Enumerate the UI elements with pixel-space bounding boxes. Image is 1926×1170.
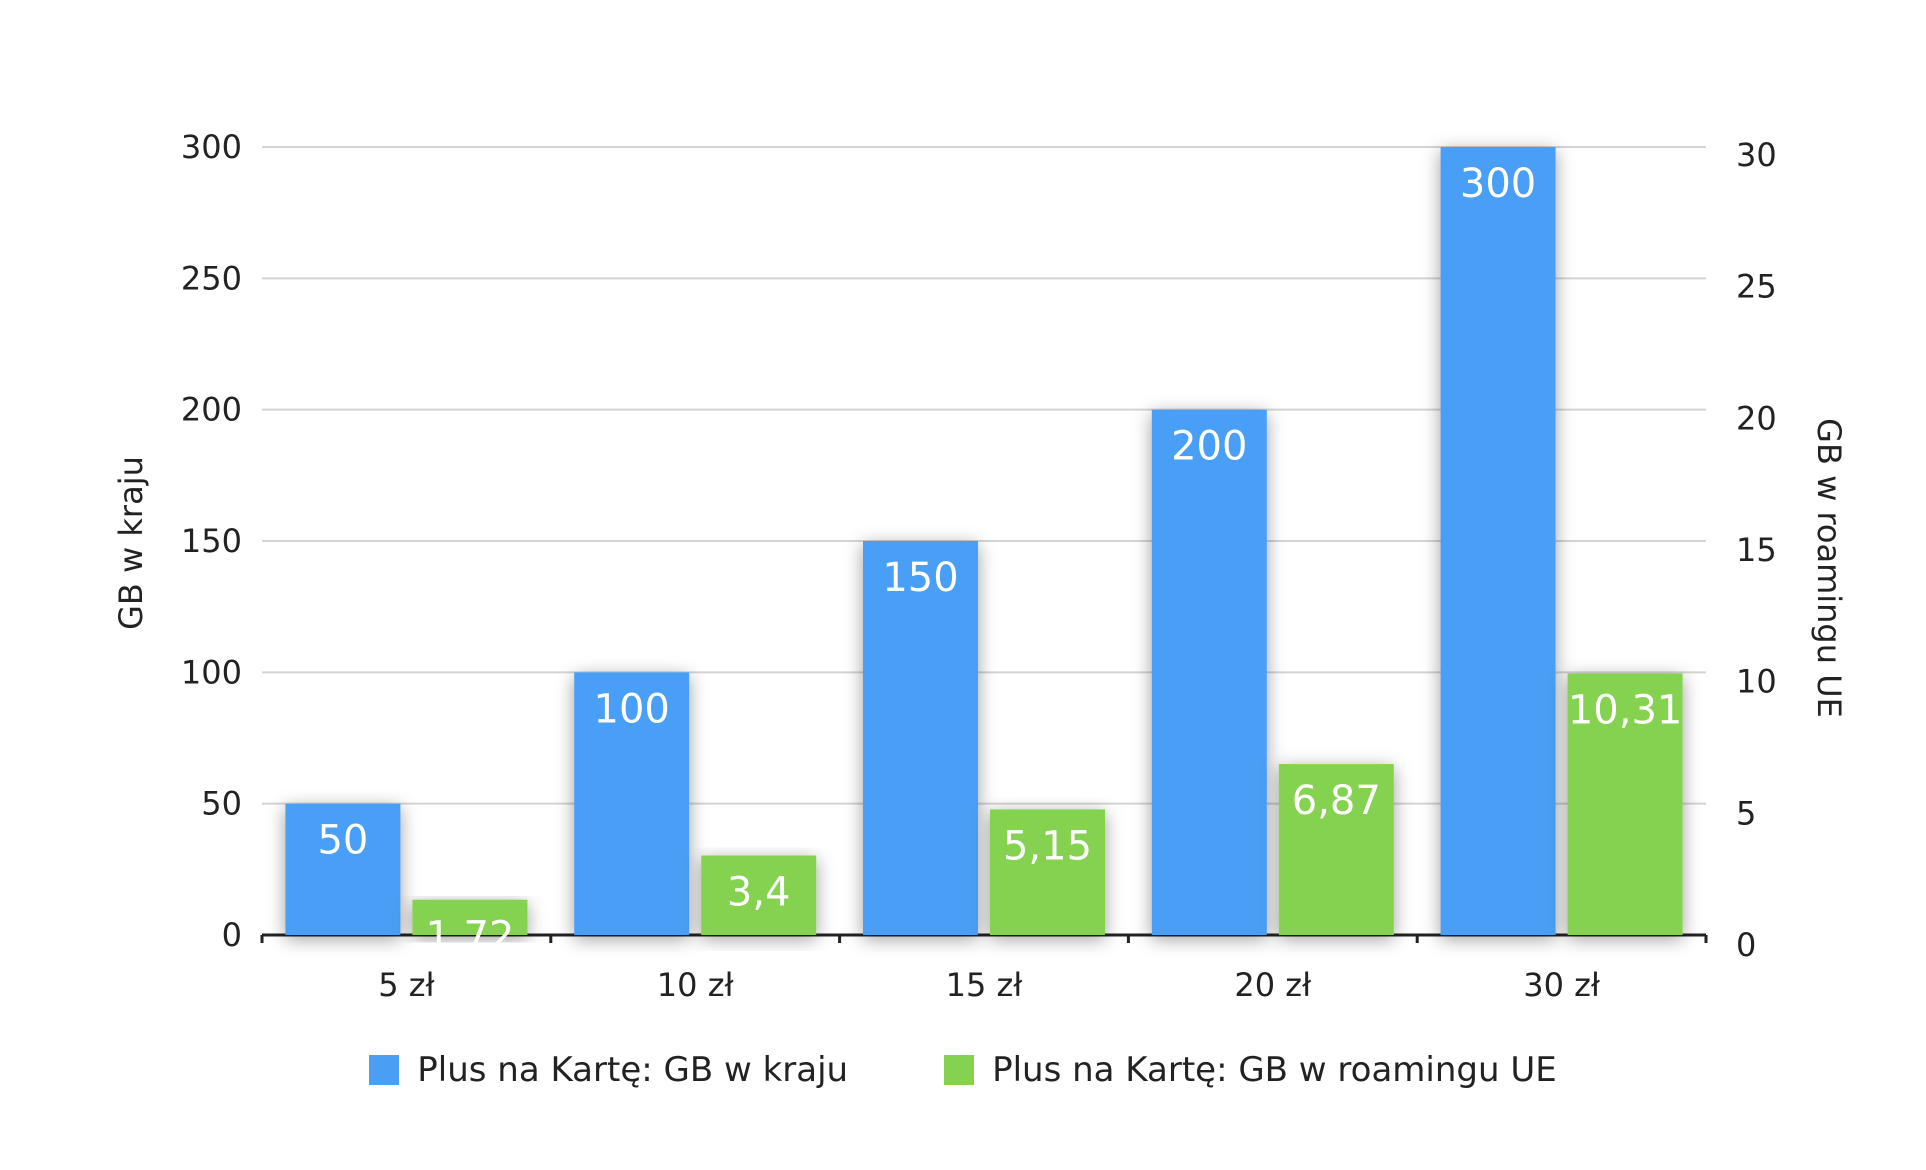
legend-label-domestic: Plus na Kartę: GB w kraju (417, 1050, 849, 1090)
y-tick-label: 250 (181, 259, 242, 297)
bar-domestic (863, 541, 978, 935)
y-tick-label: 300 (181, 128, 242, 166)
bar-value-label: 300 (1460, 161, 1536, 207)
y2-tick-label: 20 (1736, 399, 1777, 437)
bar-roaming (412, 899, 528, 935)
y-tick-label: 100 (181, 653, 242, 691)
x-tick-label: 20 zł (1234, 966, 1312, 1004)
bar-domestic (1151, 409, 1267, 936)
bar-roaming (1278, 764, 1394, 935)
x-tick-label: 10 zł (657, 966, 735, 1004)
bar-roaming (990, 809, 1105, 935)
y-tick-label: 200 (181, 391, 242, 429)
y2-tick-label: 30 (1736, 136, 1777, 174)
bar-roaming (1567, 673, 1683, 935)
bar-value-label: 200 (1171, 424, 1247, 470)
legend-label-roaming: Plus na Kartę: GB w roamingu UE (992, 1050, 1557, 1090)
y2-tick-label: 0 (1736, 926, 1756, 964)
labels: 0 50 100 150 200 250 300 0 5 10 15 20 25 30 5 zł 50 1,72… (181, 128, 1777, 1004)
y-tick-label: 50 (201, 785, 242, 823)
bar-value-label: 150 (882, 555, 958, 601)
y2-tick-label: 5 (1736, 794, 1756, 832)
bar-value-label: 3,4 (727, 869, 791, 915)
legend-swatch-domestic (369, 1055, 400, 1085)
bar-value-label: 5,15 (1003, 823, 1092, 869)
y-axis-title: GB w kraju (112, 456, 150, 630)
bar-value-label: 6,87 (1292, 778, 1381, 824)
y2-axis-title: GB w roamingu UE (1810, 418, 1848, 718)
bar-domestic (1440, 147, 1556, 935)
bars (285, 147, 1683, 936)
bar-chart: 0 50 100 150 200 250 300 0 5 10 15 20 25 30 5 zł 50 1,72… (112, 128, 1848, 1004)
legend: Plus na Kartę: GB w kraju Plus na Kartę:… (0, 1050, 1926, 1090)
bar-roaming (701, 855, 817, 935)
bar-value-label: 100 (594, 686, 670, 732)
x-tick-label: 30 zł (1523, 966, 1601, 1004)
x-tick-label: 15 zł (946, 966, 1024, 1004)
x-tick-label: 5 zł (378, 966, 435, 1004)
legend-item-roaming: Plus na Kartę: GB w roamingu UE (944, 1050, 1557, 1090)
bar-value-label: 10,31 (1568, 688, 1683, 734)
y-tick-label: 0 (222, 916, 242, 954)
bar-domestic (574, 672, 690, 935)
y-tick-label: 150 (181, 522, 242, 560)
y2-tick-label: 25 (1736, 268, 1777, 306)
bar-domestic (285, 803, 401, 935)
y2-tick-label: 10 (1736, 663, 1777, 701)
legend-item-domestic: Plus na Kartę: GB w kraju (369, 1050, 848, 1090)
y2-tick-label: 15 (1736, 531, 1777, 569)
bar-value-label: 50 (317, 818, 368, 864)
legend-swatch-roaming (944, 1055, 975, 1085)
bar-value-label: 1,72 (425, 914, 514, 960)
